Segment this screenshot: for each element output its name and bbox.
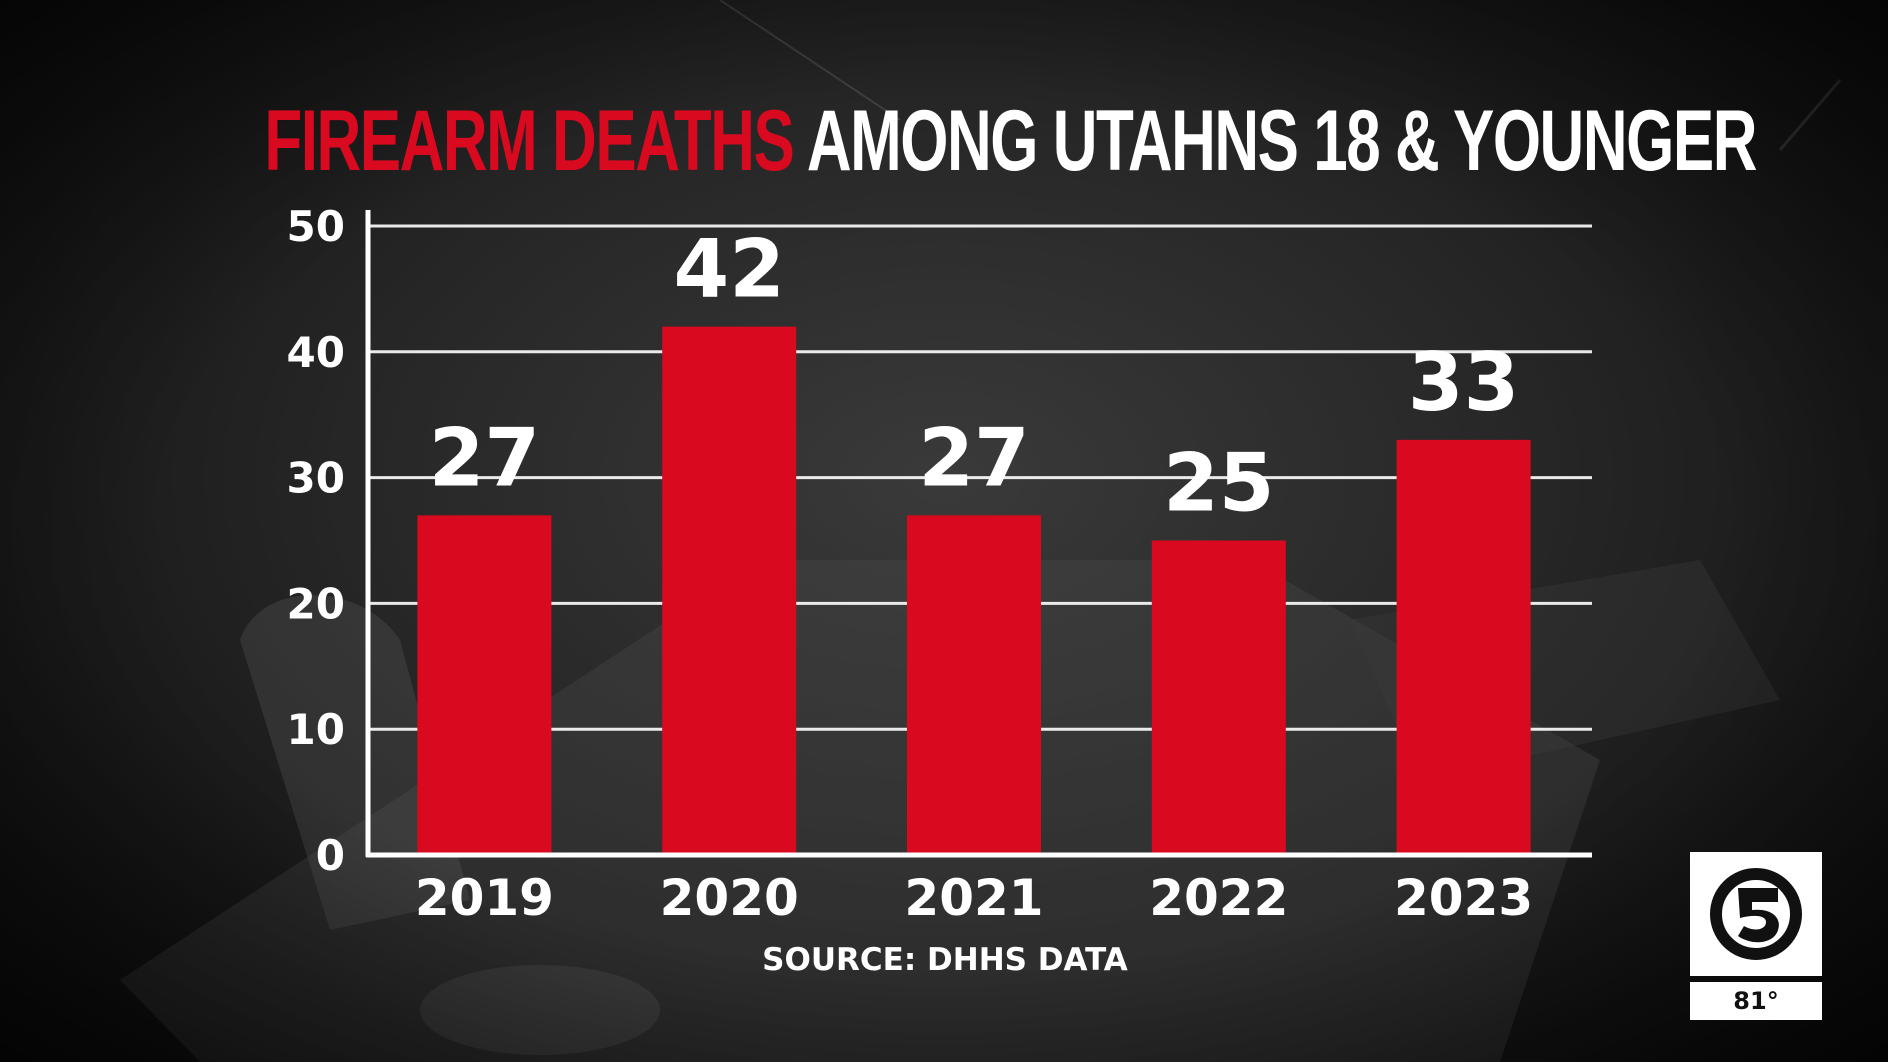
x-tick-label-2019: 2019	[415, 869, 554, 927]
x-tick-label-2022: 2022	[1149, 869, 1288, 927]
bar-2020	[662, 326, 797, 855]
x-tick-label-2023: 2023	[1394, 869, 1533, 927]
chart-title: FIREARM DEATHS AMONG UTAHNS 18 & YOUNGER	[264, 92, 1757, 191]
data-label-2021: 27	[918, 411, 1029, 504]
bar-2022	[1151, 540, 1286, 855]
temperature-readout: 81°	[1690, 982, 1822, 1020]
channel-5-icon	[1710, 868, 1802, 960]
y-tick-label-50: 50	[287, 202, 345, 251]
data-label-2019: 27	[429, 411, 540, 504]
y-tick-label-10: 10	[287, 705, 345, 754]
title-highlight: FIREARM DEATHS	[264, 93, 795, 189]
bar-2021	[907, 515, 1041, 855]
y-tick-label-0: 0	[316, 831, 345, 880]
logo-badge	[1690, 852, 1822, 976]
x-tick-label-2020: 2020	[660, 869, 799, 927]
title-rest: AMONG UTAHNS 18 & YOUNGER	[806, 93, 1758, 189]
bar-2023	[1396, 439, 1531, 855]
bar-2019	[417, 515, 552, 855]
source-note: SOURCE: DHHS DATA	[762, 942, 1128, 978]
data-label-2020: 42	[674, 223, 785, 316]
data-label-2022: 25	[1163, 437, 1274, 530]
y-tick-label-30: 30	[287, 454, 345, 503]
y-tick-label-20: 20	[287, 579, 345, 628]
data-label-2023: 33	[1408, 336, 1519, 429]
y-tick-label-40: 40	[287, 328, 345, 377]
x-tick-label-2021: 2021	[904, 869, 1043, 927]
station-logo: 81°	[1690, 852, 1822, 1020]
